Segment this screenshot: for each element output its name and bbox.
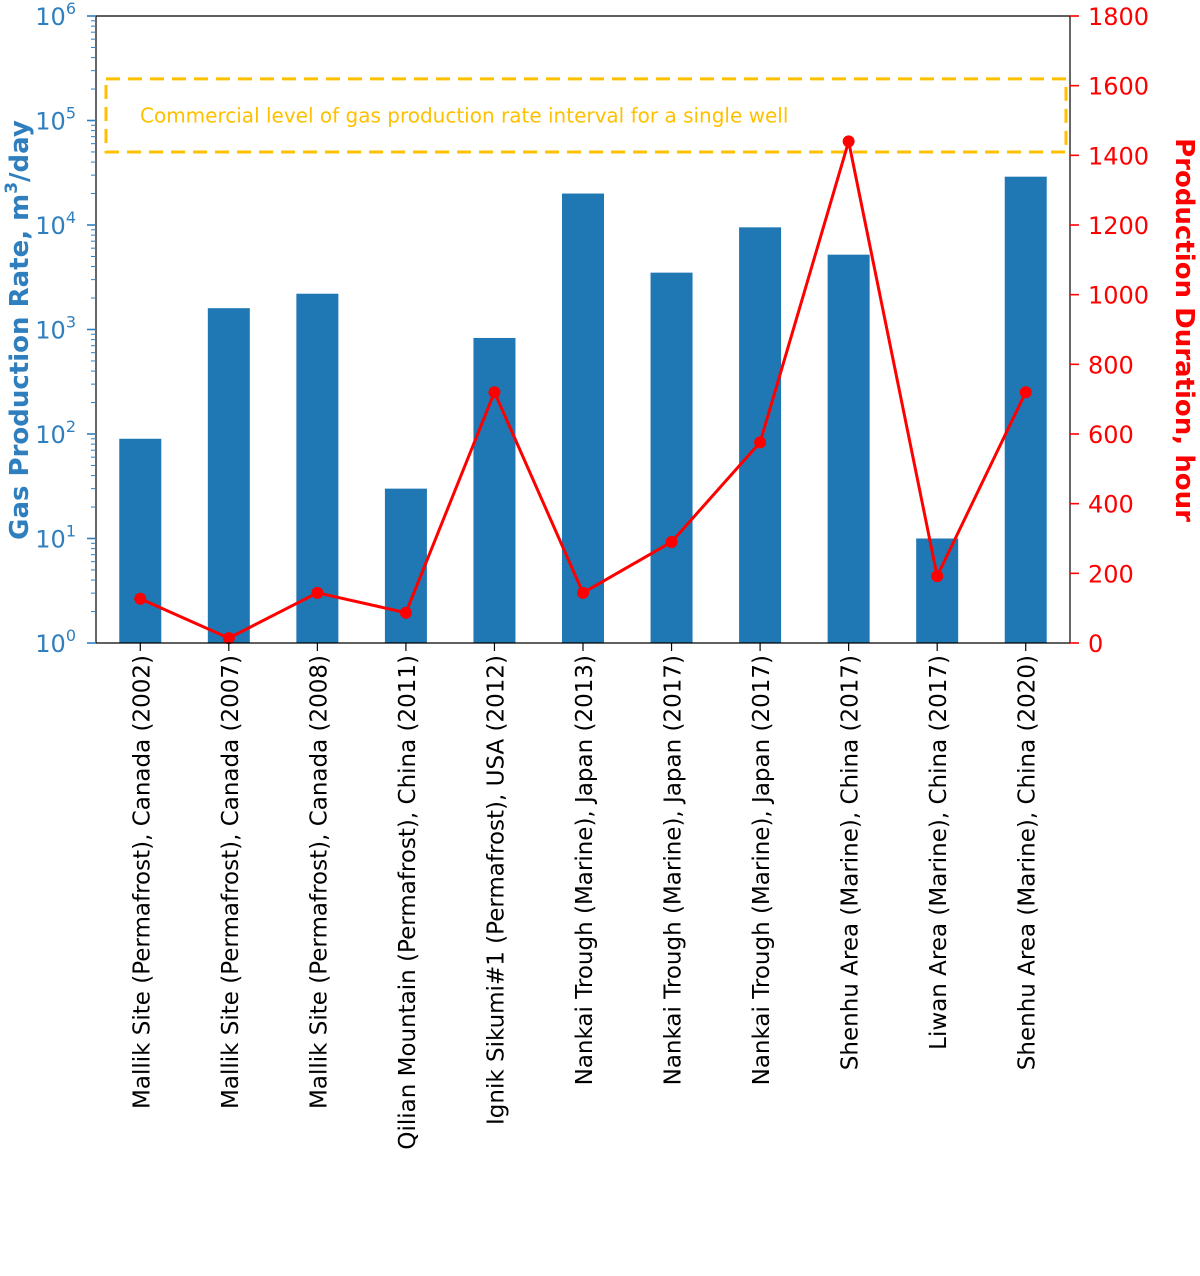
duration-point-3 bbox=[399, 606, 412, 619]
right-y-axis: 0 200 400 600 800 1000 1200 1400 1600 1800 bbox=[1070, 3, 1149, 658]
duration-point-5 bbox=[577, 586, 589, 599]
duration-point-2 bbox=[311, 586, 324, 599]
x-category-label-5: Nankai Trough (Marine), Japan (2013) bbox=[572, 655, 598, 1085]
x-category-label-0: Mallik Site (Permafrost), Canada (2002) bbox=[129, 655, 155, 1109]
right-axis-title: Production Duration, hour bbox=[1169, 138, 1199, 522]
left-tick-label-0: 100 bbox=[35, 626, 76, 658]
duration-point-6 bbox=[665, 535, 678, 548]
left-tick-label-3: 103 bbox=[35, 313, 76, 345]
x-category-label-6: Nankai Trough (Marine), Japan (2017) bbox=[661, 655, 687, 1085]
left-tick-label-2: 102 bbox=[35, 417, 76, 449]
duration-point-1 bbox=[222, 632, 235, 645]
right-tick-label-2: 400 bbox=[1088, 491, 1134, 519]
x-category-label-8: Shenhu Area (Marine), China (2017) bbox=[838, 655, 864, 1070]
commercial-interval-annotation: Commercial level of gas production rate … bbox=[104, 77, 1068, 154]
x-category-label-3: Qilian Mountain (Permafrost), China (201… bbox=[395, 655, 421, 1150]
duration-point-7 bbox=[754, 436, 767, 449]
x-category-label-4: Ignik Sikumi#1 (Permafrost), USA (2012) bbox=[483, 655, 509, 1125]
right-tick-label-0: 0 bbox=[1088, 630, 1103, 658]
commercial-interval-label: Commercial level of gas production rate … bbox=[140, 103, 788, 127]
bar-7 bbox=[739, 227, 782, 643]
x-category-label-7: Nankai Trough (Marine), Japan (2017) bbox=[749, 655, 775, 1085]
bar-9 bbox=[916, 538, 959, 643]
bar-2 bbox=[296, 293, 339, 643]
left-tick-label-6: 106 bbox=[35, 0, 76, 31]
bar-10 bbox=[1004, 176, 1047, 643]
duration-point-4 bbox=[488, 386, 501, 399]
x-category-label-2: Mallik Site (Permafrost), Canada (2008) bbox=[306, 655, 332, 1109]
duration-points bbox=[134, 135, 1032, 645]
right-tick-label-1: 200 bbox=[1088, 560, 1134, 588]
right-tick-label-5: 1000 bbox=[1088, 282, 1149, 310]
bar-4 bbox=[473, 337, 516, 643]
right-tick-label-8: 1600 bbox=[1088, 73, 1149, 101]
commercial-interval-box bbox=[104, 77, 1068, 154]
left-axis-title: Gas Production Rate, m3/day bbox=[2, 120, 35, 540]
duration-point-0 bbox=[134, 592, 147, 605]
x-category-label-1: Mallik Site (Permafrost), Canada (2007) bbox=[218, 655, 244, 1109]
x-category-label-9: Liwan Area (Marine), China (2017) bbox=[926, 655, 952, 1050]
left-tick-label-1: 101 bbox=[35, 522, 76, 554]
right-tick-label-7: 1400 bbox=[1088, 142, 1149, 170]
bar-6 bbox=[650, 272, 693, 643]
bar-5 bbox=[562, 193, 604, 643]
x-axis: Mallik Site (Permafrost), Canada (2002) M… bbox=[129, 643, 1041, 1150]
left-tick-label-5: 105 bbox=[35, 104, 76, 136]
right-tick-label-3: 600 bbox=[1088, 421, 1134, 449]
bar-3 bbox=[384, 488, 427, 643]
left-tick-label-4: 104 bbox=[35, 208, 76, 240]
right-tick-label-4: 800 bbox=[1088, 351, 1134, 379]
left-axis-title-superscript: 3 bbox=[2, 182, 22, 194]
x-category-label-10: Shenhu Area (Marine), China (2020) bbox=[1015, 655, 1041, 1070]
bar-8 bbox=[827, 254, 870, 643]
bar-0 bbox=[119, 438, 162, 643]
duration-point-8 bbox=[842, 135, 855, 148]
right-tick-label-9: 1800 bbox=[1088, 3, 1149, 31]
duration-point-10 bbox=[1019, 386, 1032, 399]
right-tick-label-6: 1200 bbox=[1088, 212, 1149, 240]
left-y-axis: 100 101 102 103 104 105 106 bbox=[35, 0, 96, 658]
duration-point-9 bbox=[931, 570, 944, 583]
bar-1 bbox=[207, 308, 250, 643]
gas-rate-bars bbox=[119, 176, 1047, 643]
